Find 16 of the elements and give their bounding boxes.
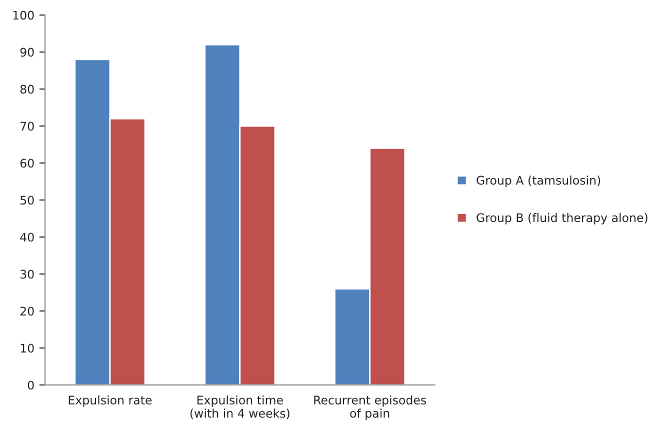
y-tick-label: 60 (20, 158, 34, 168)
y-tick-label: 20 (20, 306, 34, 316)
y-tick-label: 80 (20, 84, 34, 94)
x-tick-label: Expulsion rate (68, 395, 152, 407)
y-tick-label: 90 (20, 48, 34, 57)
y-tick-label: 100 (13, 10, 34, 20)
legend-label: Group A (tamsulosin) (476, 176, 600, 188)
y-tick-label: 10 (20, 344, 34, 353)
y-tick-label: 0 (28, 380, 34, 390)
legend-label: Group B (fluid therapy alone) (476, 213, 648, 224)
y-tick-label: 40 (20, 232, 34, 242)
x-tick-label: Recurrent episodes of pain (314, 395, 426, 420)
y-tick-label: 70 (20, 122, 34, 131)
x-tick-label: Expulsion time (with in 4 weeks) (190, 395, 290, 420)
y-tick-label: 50 (20, 196, 34, 205)
y-tick-label: 30 (20, 270, 34, 279)
